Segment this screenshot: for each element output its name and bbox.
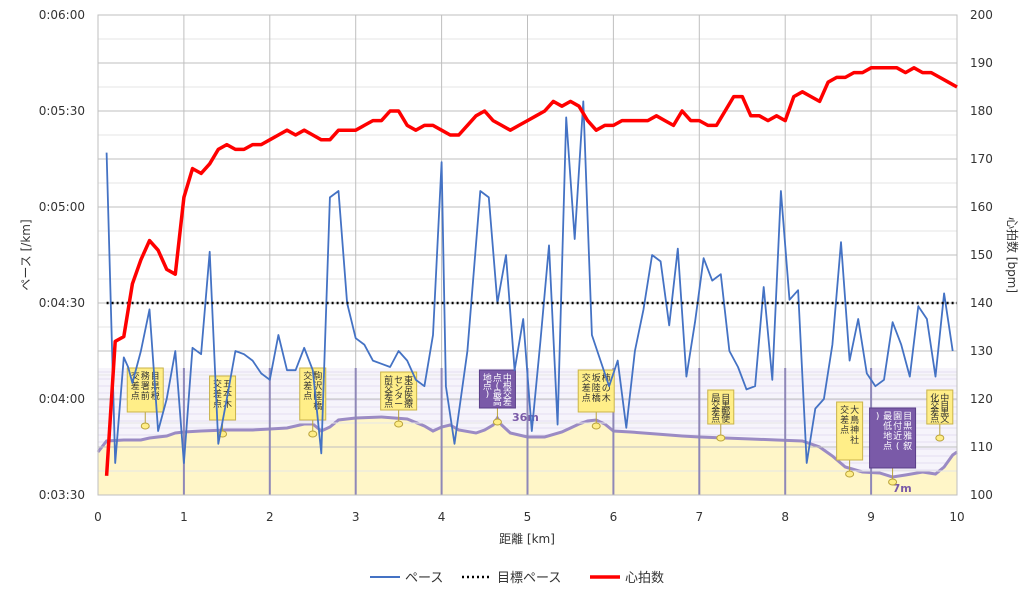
landmark-dot <box>308 430 318 438</box>
x-tick-label: 10 <box>949 510 964 524</box>
legend-item: 心拍数 <box>590 571 664 586</box>
landmark-dot <box>591 422 601 430</box>
landmark-label: 東京医療センター前交差点 <box>380 371 418 428</box>
y-right-tick-label: 180 <box>970 104 993 118</box>
landmark-dot <box>140 422 150 430</box>
landmark-label: 大鳥神社交差点 <box>836 401 864 478</box>
landmark-box <box>707 389 735 425</box>
landmark-box <box>478 369 516 409</box>
landmark-dot <box>716 434 726 442</box>
axes: 0 1 2 3 4 5 6 7 8 9 10 0:03:30 0:04:00 0:04:30 0:05:00… <box>39 8 993 524</box>
landmark-text: 大鳥神社交差点 <box>840 404 859 446</box>
landmark-box <box>836 401 864 461</box>
landmark-box <box>869 407 917 469</box>
y-right-tick-label: 150 <box>970 248 993 262</box>
x-tick-label: 7 <box>695 510 703 524</box>
x-tick-label: 1 <box>180 510 188 524</box>
landmark-dot <box>888 478 898 486</box>
plot-frame <box>97 14 958 496</box>
x-tick-label: 5 <box>524 510 532 524</box>
landmark-text: 中目黒文化交差点 <box>930 392 949 425</box>
legend-item: ペース <box>370 571 443 586</box>
landmark-label: 目黒郵便局交差点 <box>707 389 735 442</box>
y-left-tick-label: 0:04:00 <box>39 392 85 406</box>
y-right-tick-label: 100 <box>970 488 993 502</box>
landmark-dot <box>935 434 945 442</box>
y-right-tick-label: 130 <box>970 344 993 358</box>
x-tick-label: 6 <box>610 510 618 524</box>
x-axis-title: 距離 [km] <box>499 532 555 546</box>
y-left-tick-label: 0:04:30 <box>39 296 85 310</box>
y-left-tick-label: 0:06:00 <box>39 8 85 22</box>
series-line-heart-rate <box>104 66 958 476</box>
landmark-text: 中根交差点(最高地点) <box>483 372 512 408</box>
landmark-box <box>126 367 164 413</box>
y-left-tick-label: 0:03:30 <box>39 488 85 502</box>
y-right-tick-label: 200 <box>970 8 993 22</box>
x-tick-label: 9 <box>867 510 875 524</box>
landmark-label: 中目黒文化交差点 <box>926 389 954 442</box>
landmark-label: 柿の木坂陸橋交差点 <box>577 369 615 430</box>
y-right-tick-label: 110 <box>970 440 993 454</box>
landmark-box <box>577 369 615 413</box>
landmark-labels: 目黒税務署前交差点五本木交差点駒沢陸橋交差点東京医療センター前交差点中根交差点(… <box>126 367 954 486</box>
landmark-dot <box>845 470 855 478</box>
landmark-box <box>380 371 418 411</box>
series-lines <box>104 66 958 476</box>
landmark-label: 中根交差点(最高地点) <box>478 369 516 426</box>
series-line-pace <box>105 100 954 464</box>
landmark-label: 目黒雅叙園付近(最低地点) <box>869 407 917 486</box>
y-left-tick-label: 0:05:00 <box>39 200 85 214</box>
x-tick-label: 4 <box>438 510 446 524</box>
legend: ペース 目標ペース 心拍数 <box>370 571 664 586</box>
x-tick-label: 8 <box>781 510 789 524</box>
y-axis-right-title: 心拍数 [bpm] <box>1005 217 1020 293</box>
legend-item: 目標ペース <box>462 571 561 586</box>
landmark-label: 五本木交差点 <box>209 375 237 438</box>
x-tick-label: 2 <box>266 510 274 524</box>
elevation-label-max: 36m <box>512 411 539 424</box>
gridlines <box>97 14 958 496</box>
y-axis-left-title: ペース [/km] <box>19 219 33 290</box>
y-right-tick-label: 160 <box>970 200 993 214</box>
legend-label: ペース <box>405 571 443 586</box>
landmark-text: 駒沢陸橋交差点 <box>303 370 322 412</box>
landmark-text: 目黒雅叙園付近(最低地点) <box>876 411 912 452</box>
landmark-dot <box>492 418 502 426</box>
x-tick-label: 3 <box>352 510 360 524</box>
y-right-tick-label: 190 <box>970 56 993 70</box>
y-right-tick-label: 140 <box>970 296 993 310</box>
legend-label: 心拍数 <box>625 571 664 586</box>
y-right-tick-label: 120 <box>970 392 993 406</box>
landmark-text: 東京医療センター前交差点 <box>384 374 413 410</box>
elevation-label-min: 7m <box>893 482 912 495</box>
landmark-dot <box>394 420 404 428</box>
y-left-tick-label: 0:05:30 <box>39 104 85 118</box>
legend-label: 目標ペース <box>497 571 561 586</box>
landmark-box <box>209 375 237 421</box>
elevation-line <box>96 415 958 479</box>
x-tick-label: 0 <box>94 510 102 524</box>
y-right-tick-label: 170 <box>970 152 993 166</box>
landmark-box <box>926 389 954 425</box>
landmark-text: 目黒郵便局交差点 <box>711 393 730 425</box>
